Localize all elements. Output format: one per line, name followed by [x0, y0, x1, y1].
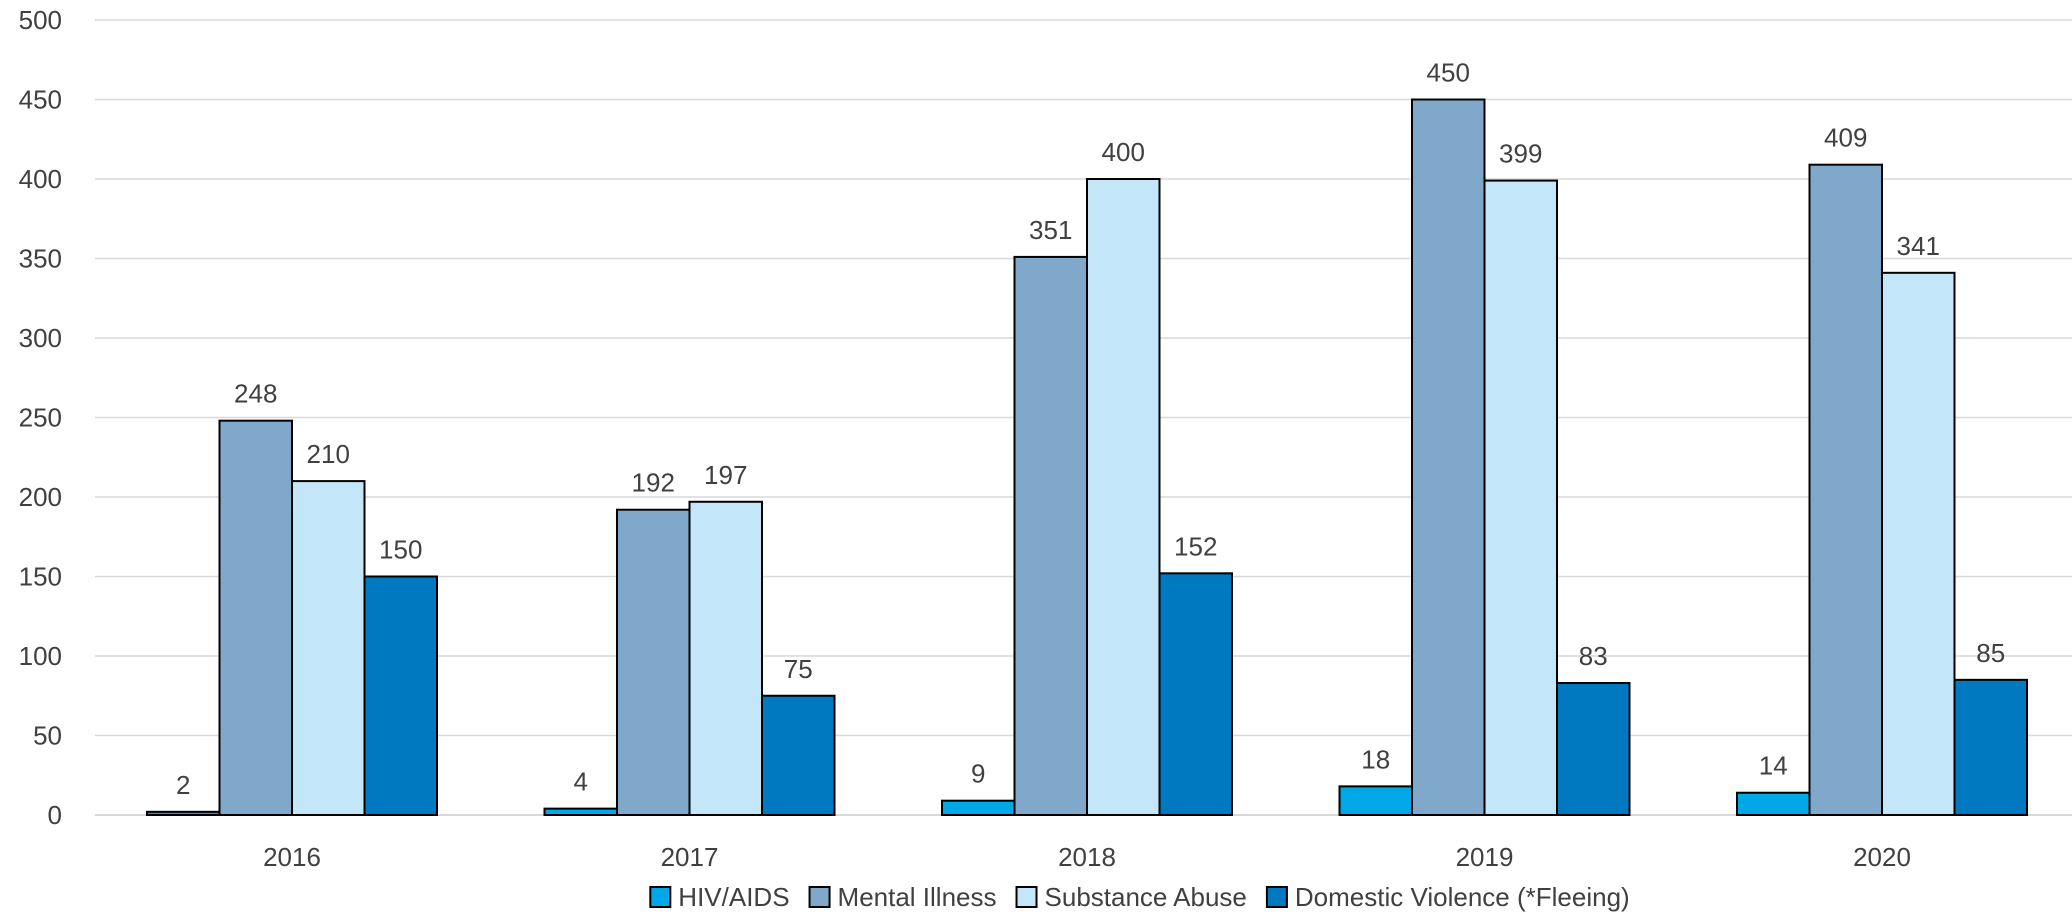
bars [146, 98, 2028, 817]
y-axis-tick-labels: 0 50 100 150 200 250 300 350 400 450 500 [19, 5, 62, 830]
bar [1338, 785, 1413, 817]
bar [1736, 791, 1811, 816]
data-label: 248 [234, 379, 277, 409]
data-label: 210 [307, 439, 350, 469]
x-tick-label: 2019 [1456, 842, 1514, 872]
y-tick-label: 450 [19, 85, 62, 115]
legend-label: Domestic Violence (*Fleeing) [1295, 882, 1630, 912]
bar [218, 419, 293, 816]
data-label: 197 [704, 460, 747, 490]
data-label: 4 [574, 767, 588, 797]
x-axis-tick-labels: 2016 2017 2018 2019 2020 [263, 842, 1911, 872]
data-label: 450 [1427, 58, 1470, 88]
legend-swatch [649, 886, 672, 908]
data-label: 18 [1361, 744, 1390, 774]
bar [1483, 179, 1558, 816]
y-tick-label: 400 [19, 164, 62, 194]
bar [688, 500, 763, 816]
legend-swatch [808, 886, 831, 908]
bar [363, 575, 438, 816]
data-label: 400 [1102, 137, 1145, 167]
y-tick-label: 200 [19, 482, 62, 512]
data-label: 2 [176, 770, 190, 800]
data-label: 341 [1897, 231, 1940, 261]
bar [543, 807, 618, 817]
x-tick-label: 2017 [661, 842, 719, 872]
data-label: 85 [1976, 638, 2005, 668]
bar [1411, 98, 1486, 816]
legend-label: HIV/AIDS [678, 882, 789, 912]
bar [1086, 178, 1161, 816]
bar [1158, 572, 1233, 816]
data-label: 152 [1174, 531, 1217, 561]
y-tick-label: 0 [48, 800, 62, 830]
bar [1953, 678, 2028, 816]
legend-label: Substance Abuse [1045, 882, 1247, 912]
x-tick-label: 2016 [263, 842, 321, 872]
data-label: 409 [1824, 123, 1867, 153]
bar [291, 480, 366, 816]
y-tick-label: 250 [19, 403, 62, 433]
x-tick-label: 2018 [1058, 842, 1116, 872]
x-tick-label: 2020 [1853, 842, 1911, 872]
legend-label: Mental Illness [838, 882, 997, 912]
data-labels: 2 248 210 150 4 192 197 75 9 351 400 152 18 450 399 83 1… [176, 58, 2005, 800]
data-label: 150 [379, 535, 422, 565]
data-label: 399 [1499, 139, 1542, 169]
bar [941, 799, 1016, 817]
data-label: 14 [1759, 751, 1788, 781]
legend-swatch [1015, 886, 1038, 908]
bar [146, 810, 221, 817]
legend-swatch [1265, 886, 1288, 908]
legend: HIV/AIDS Mental Illness Substance Abuse Dom… [649, 882, 1630, 912]
bar [1013, 255, 1088, 817]
bar [616, 508, 691, 816]
bar [1881, 271, 1956, 816]
data-label: 351 [1029, 215, 1072, 245]
data-label: 192 [632, 468, 675, 498]
y-tick-label: 50 [33, 721, 62, 751]
bar [1556, 682, 1631, 817]
data-label: 75 [784, 654, 813, 684]
bar [761, 694, 836, 816]
y-tick-label: 300 [19, 323, 62, 353]
y-tick-label: 500 [19, 5, 62, 35]
data-label: 83 [1579, 641, 1608, 671]
data-label: 9 [971, 759, 985, 789]
y-tick-label: 350 [19, 244, 62, 274]
y-tick-label: 100 [19, 641, 62, 671]
bar [1808, 163, 1883, 816]
y-tick-label: 150 [19, 562, 62, 592]
